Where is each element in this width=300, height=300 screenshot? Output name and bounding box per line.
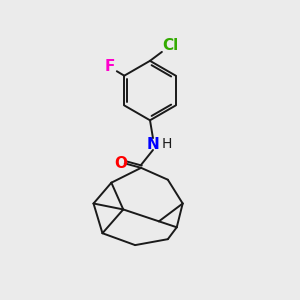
Text: Cl: Cl (163, 38, 179, 53)
Text: H: H (161, 137, 172, 151)
Text: N: N (147, 136, 159, 152)
Text: O: O (114, 156, 127, 171)
Text: F: F (104, 59, 115, 74)
